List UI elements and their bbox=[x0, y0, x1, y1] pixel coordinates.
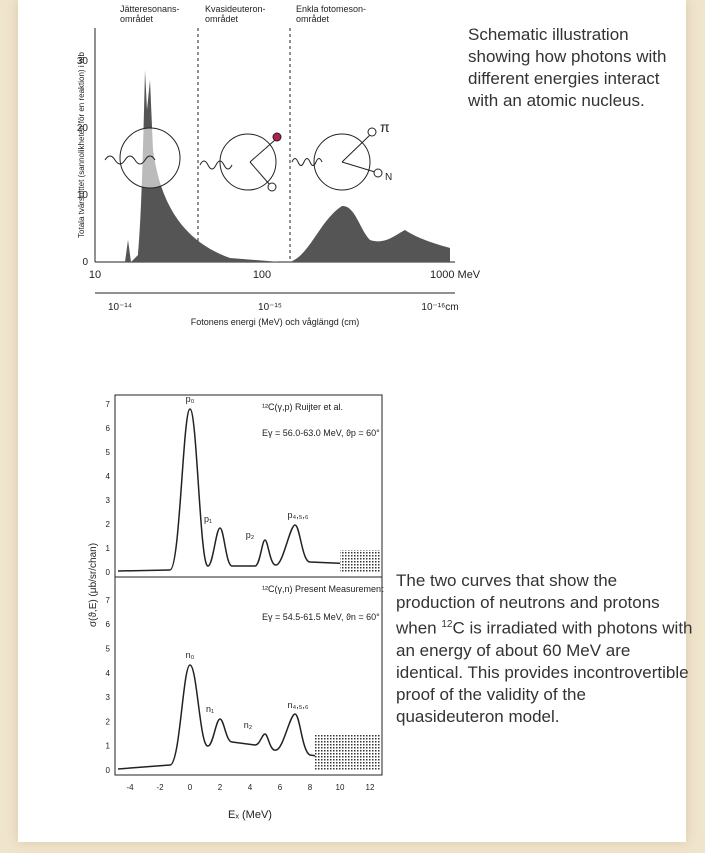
figure-label: Fotonens energi (MeV) och våglängd (cm) bbox=[191, 317, 360, 327]
figure-label: Kvasideuteron-området bbox=[205, 4, 266, 24]
figure-label: 2 bbox=[218, 783, 223, 792]
figure-label: 2 bbox=[106, 717, 111, 726]
figure-label: n₄,₅,₆ bbox=[288, 700, 309, 710]
figure-label: n₂ bbox=[244, 720, 253, 730]
figure-label: 0 bbox=[106, 568, 111, 577]
photon bbox=[104, 155, 156, 165]
arrow bbox=[341, 134, 371, 163]
cross-section-area bbox=[120, 70, 450, 262]
figure-label: Eₓ (MeV) bbox=[228, 809, 272, 821]
figure-label: p₁ bbox=[204, 514, 212, 524]
figure-label: 0 bbox=[188, 783, 193, 792]
figure-label: ¹²C(γ,p) Ruijter et al. bbox=[262, 402, 343, 412]
figure-label: 10 bbox=[77, 190, 89, 201]
figure-label: 10⁻¹⁴ bbox=[108, 302, 132, 313]
figure-label: 6 bbox=[278, 783, 283, 792]
figure-label: 3 bbox=[106, 693, 111, 702]
figure-1 bbox=[94, 28, 455, 294]
particle bbox=[272, 132, 282, 142]
figure-label: n₁ bbox=[206, 704, 214, 714]
arrow bbox=[249, 139, 276, 163]
figure-label: 100 bbox=[253, 269, 271, 281]
figure-label: -2 bbox=[156, 783, 164, 792]
figure-label: 10 bbox=[89, 269, 101, 281]
figure-label: 10⁻¹⁶cm bbox=[421, 302, 458, 313]
particle bbox=[373, 168, 383, 178]
hatched-histogram bbox=[340, 550, 380, 572]
frame bbox=[114, 394, 383, 776]
figure-label: σ(ϑ,E) (μb/sr/chan) bbox=[88, 543, 99, 627]
figure-label: ¹²C(γ,n) Present Measurement bbox=[262, 584, 384, 594]
arrow bbox=[341, 161, 376, 173]
figure-2 bbox=[114, 394, 383, 776]
figure-label: 0 bbox=[106, 766, 111, 775]
caption: Schematic illustration showing how photo… bbox=[468, 25, 667, 110]
figure-label: 2 bbox=[106, 520, 111, 529]
figure-label: n₀ bbox=[186, 650, 195, 660]
figure-label: 8 bbox=[308, 783, 313, 792]
figure-label: 5 bbox=[106, 448, 111, 457]
figure-label: π bbox=[380, 119, 390, 135]
figure-label: p₀ bbox=[186, 394, 195, 404]
figure-label: 4 bbox=[248, 783, 253, 792]
particle bbox=[267, 182, 277, 192]
figure-label: 5 bbox=[106, 645, 111, 654]
figure-label: 6 bbox=[106, 424, 111, 433]
caption-text: C is irradiated with photons with an ene… bbox=[396, 618, 693, 726]
photon bbox=[199, 160, 233, 170]
caption-text: The two curves that show the production … bbox=[396, 571, 660, 638]
figure-label: 0 bbox=[82, 257, 88, 268]
figure-label: 30 bbox=[77, 56, 89, 67]
hatched-histogram bbox=[315, 735, 380, 770]
figure-label: Eγ = 56.0-63.0 MeV, ϑp = 60° bbox=[262, 428, 380, 438]
figure-label: 12 bbox=[366, 783, 375, 792]
figure-label: 3 bbox=[106, 496, 111, 505]
figure-label: Jätteresonans-området bbox=[120, 4, 180, 24]
figure-label: Eγ = 54.5-61.5 MeV, ϑn = 60° bbox=[262, 612, 380, 622]
figure-label: 10 bbox=[336, 783, 345, 792]
figure-label: 4 bbox=[106, 669, 111, 678]
figure-label: Enkla fotomeson-området bbox=[296, 4, 366, 24]
figure-label: 7 bbox=[106, 400, 111, 409]
figure-label: 7 bbox=[106, 596, 111, 605]
figure-label: 1 bbox=[106, 544, 111, 553]
figure-label: Totala tvärsnittet (sannolikheten för en… bbox=[77, 52, 86, 238]
figure-label: N bbox=[385, 172, 392, 183]
spectrum-curve bbox=[117, 664, 381, 770]
figure-label: 1 bbox=[106, 742, 111, 751]
figure-label: 10⁻¹⁵ bbox=[258, 302, 282, 313]
arrow bbox=[249, 161, 271, 186]
figure-label: p₄,₅,₆ bbox=[288, 510, 309, 520]
figure-label: p₂ bbox=[246, 530, 255, 540]
figure-label: 4 bbox=[106, 472, 111, 481]
figure-label: 20 bbox=[77, 123, 89, 134]
superscript: 12 bbox=[441, 619, 453, 630]
figure-label: 1000 MeV bbox=[430, 269, 481, 281]
nucleus bbox=[119, 127, 181, 189]
figure-label: 6 bbox=[106, 620, 111, 629]
caption: The two curves that show the production … bbox=[396, 570, 696, 728]
particle bbox=[367, 127, 377, 137]
photon bbox=[291, 158, 323, 166]
figure-label: -4 bbox=[126, 783, 134, 792]
spectrum-curve bbox=[117, 408, 381, 572]
